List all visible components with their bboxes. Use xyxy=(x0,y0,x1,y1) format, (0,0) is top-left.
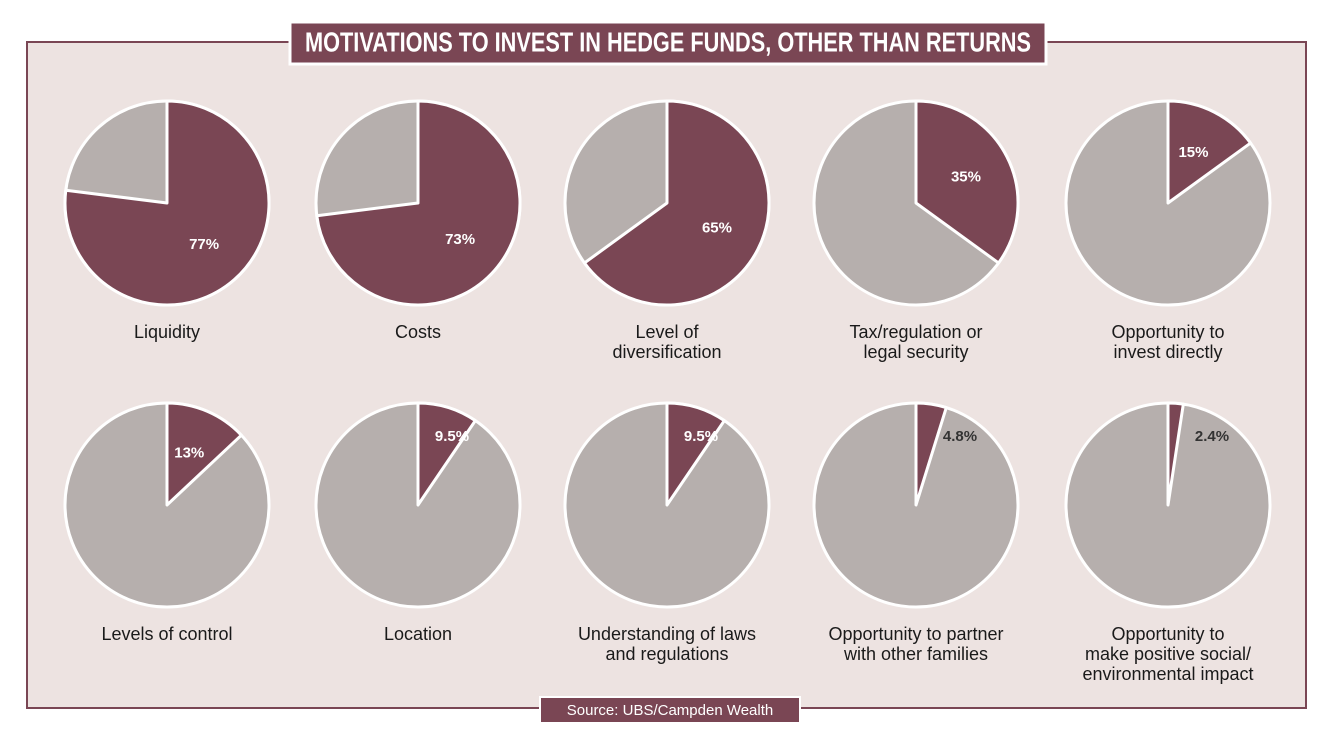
pie-label: legal security xyxy=(863,342,968,362)
pie-label: Location xyxy=(384,624,452,644)
chart-title: MOTIVATIONS TO INVEST IN HEDGE FUNDS, OT… xyxy=(305,26,1031,57)
value-label: 35% xyxy=(951,168,981,185)
pie-slice xyxy=(416,401,477,507)
pie-slice xyxy=(63,99,271,307)
pie-slice xyxy=(914,401,948,507)
pie-slice xyxy=(1166,99,1253,205)
pie-label: with other families xyxy=(843,644,988,664)
pie-slice xyxy=(1166,401,1185,507)
pie-label: environmental impact xyxy=(1082,664,1253,684)
value-label: 9.5% xyxy=(435,428,469,445)
pie-label: Levels of control xyxy=(101,624,232,644)
pie-label: diversification xyxy=(612,342,721,362)
value-label: 13% xyxy=(174,444,204,461)
pie-slice xyxy=(914,99,1020,265)
pie-slice xyxy=(582,99,771,307)
source-box xyxy=(539,696,801,724)
value-label: 65% xyxy=(702,219,732,236)
pie-slice xyxy=(165,401,243,507)
pie-label: Opportunity to partner xyxy=(828,624,1003,644)
value-label: 4.8% xyxy=(943,428,977,445)
pie-label: Liquidity xyxy=(134,322,200,342)
pie-label: Level of xyxy=(635,322,699,342)
pie-label: Tax/regulation or xyxy=(849,322,982,342)
value-label: 77% xyxy=(189,236,219,253)
pie-label: Opportunity to xyxy=(1111,624,1224,644)
pie-label: Understanding of laws xyxy=(578,624,756,644)
value-label: 15% xyxy=(1178,144,1208,161)
pie-label: make positive social/ xyxy=(1085,644,1251,664)
source: Source: UBS/Campden Wealth xyxy=(567,702,774,719)
pie-slice xyxy=(665,401,726,507)
value-label: 9.5% xyxy=(684,428,718,445)
pie-label: Opportunity to xyxy=(1111,322,1224,342)
value-label: 73% xyxy=(445,231,475,248)
title-box xyxy=(288,20,1048,66)
pie-label: and regulations xyxy=(605,644,728,664)
pie-label: invest directly xyxy=(1113,342,1222,362)
pie-slice xyxy=(315,99,522,307)
value-label: 2.4% xyxy=(1195,428,1229,445)
pie-label: Costs xyxy=(395,322,441,342)
